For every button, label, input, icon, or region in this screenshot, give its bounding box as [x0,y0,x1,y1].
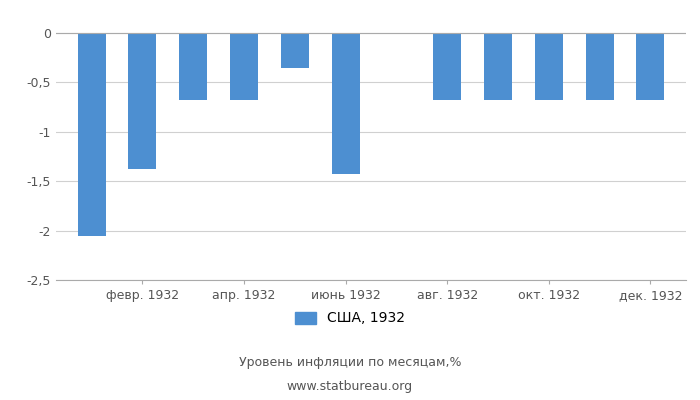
Bar [78,33,106,236]
Bar [484,33,512,100]
Bar [332,33,360,174]
Bar [586,33,614,100]
Bar [230,33,258,100]
Bar [535,33,563,100]
Bar [128,33,156,169]
Bar [281,33,309,68]
Bar [636,33,664,100]
Bar [433,33,461,100]
Legend: США, 1932: США, 1932 [290,306,410,331]
Bar [179,33,207,100]
Text: www.statbureau.org: www.statbureau.org [287,380,413,393]
Text: Уровень инфляции по месяцам,%: Уровень инфляции по месяцам,% [239,356,461,369]
